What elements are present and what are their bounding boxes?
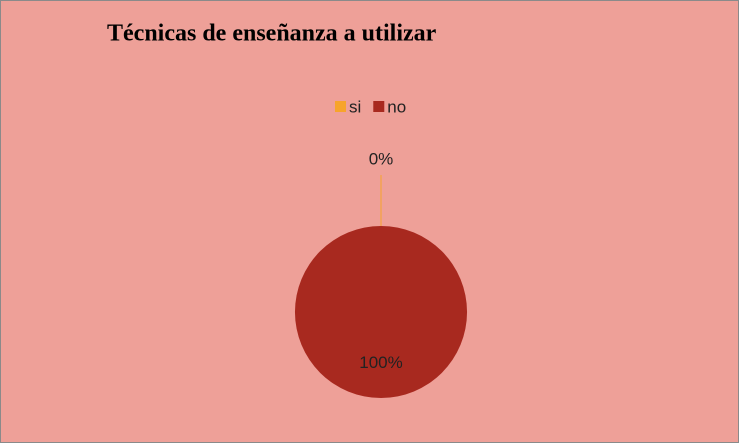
data-label: 0%: [369, 149, 394, 168]
pie-slice: [294, 225, 468, 399]
data-label: 100%: [359, 353, 402, 372]
legend-label: no: [387, 97, 406, 116]
chart-title: Técnicas de enseñanza a utilizar: [107, 21, 437, 47]
legend-swatch: [335, 101, 346, 112]
legend-swatch: [373, 101, 385, 112]
legend-label: si: [349, 97, 361, 116]
